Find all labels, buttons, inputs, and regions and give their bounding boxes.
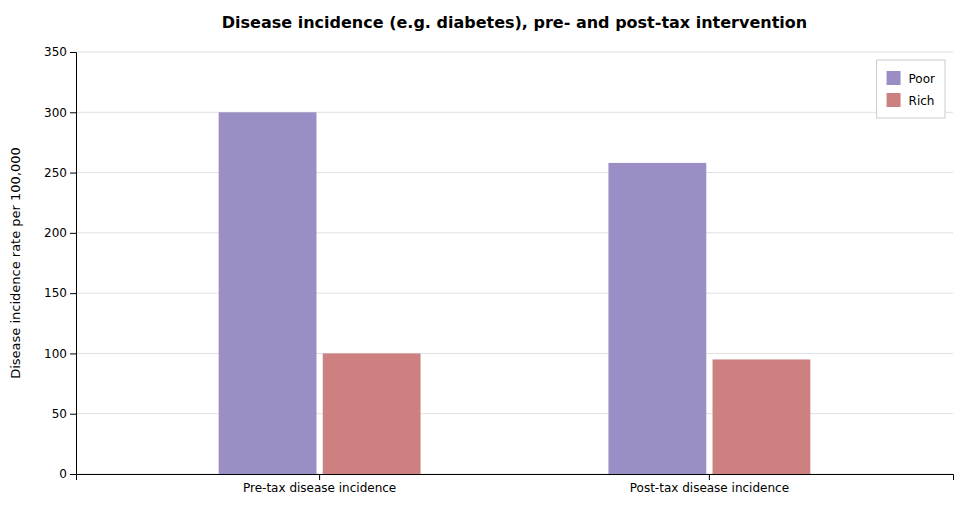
y-tick: 150 — [44, 286, 76, 300]
y-tick: 300 — [44, 106, 76, 120]
grid-line — [76, 112, 953, 113]
bar — [608, 163, 706, 474]
grid-line — [76, 52, 953, 53]
grid-line — [76, 413, 953, 414]
bar-series — [323, 353, 811, 474]
y-tick-mark — [70, 293, 76, 294]
x-axis-line — [77, 475, 954, 481]
y-tick-mark — [70, 52, 76, 53]
y-tick-mark — [70, 233, 76, 234]
y-tick-mark — [70, 474, 76, 475]
y-axis: 0 50 100 150 200 250 300 350 — [44, 45, 76, 481]
legend-swatch — [887, 71, 901, 85]
y-axis-line — [70, 53, 77, 475]
legend-box — [877, 60, 945, 118]
legend-item: Poor — [887, 71, 935, 86]
bar — [219, 112, 317, 474]
grid-line — [76, 293, 953, 294]
x-tick: Post-tax disease incidence — [630, 474, 789, 495]
legend-item: Rich — [887, 93, 935, 108]
grid-line — [76, 172, 953, 173]
chart: 0 50 100 150 200 250 300 350 Pre-tax disease inc… — [0, 0, 977, 520]
y-tick-label: 150 — [44, 286, 67, 300]
y-tick-label: 350 — [44, 45, 67, 59]
y-tick-mark — [70, 112, 76, 113]
y-tick-mark — [70, 414, 76, 415]
y-tick-label: 300 — [44, 106, 67, 120]
y-tick: 200 — [44, 226, 76, 240]
grid-line — [76, 232, 953, 233]
bar — [713, 359, 811, 474]
y-tick-label: 50 — [52, 407, 67, 421]
x-axis: Pre-tax disease incidence Post-tax diseas… — [77, 474, 954, 495]
bar — [323, 353, 421, 474]
x-tick: Pre-tax disease incidence — [243, 474, 396, 495]
bars — [219, 112, 811, 474]
legend: Poor Rich — [877, 60, 945, 118]
title: Disease incidence (e.g. diabetes), pre- … — [222, 13, 807, 32]
legend-label: Rich — [909, 94, 935, 108]
y-tick-label: 250 — [44, 166, 67, 180]
y-tick: 350 — [44, 45, 76, 59]
y-tick: 100 — [44, 347, 76, 361]
y-tick-mark — [70, 353, 76, 354]
x-tick-label: Post-tax disease incidence — [630, 481, 789, 495]
legend-swatch — [887, 93, 901, 107]
y-tick-mark — [70, 173, 76, 174]
y-tick-label: 200 — [44, 226, 67, 240]
legend-label: Poor — [909, 72, 935, 86]
y-tick: 50 — [52, 407, 76, 421]
y-tick-label: 100 — [44, 347, 67, 361]
plot-area: 0 50 100 150 200 250 300 350 Pre-tax disease inc… — [44, 45, 953, 494]
x-tick-mark — [709, 474, 710, 480]
y-axis-title: Disease incidence rate per 100,000 — [8, 147, 23, 379]
y-tick: 250 — [44, 166, 76, 180]
x-tick-label: Pre-tax disease incidence — [243, 481, 396, 495]
y-tick-label: 0 — [59, 467, 67, 481]
bar-series — [219, 112, 707, 474]
x-tick-mark — [319, 474, 320, 480]
y-tick: 0 — [59, 467, 76, 481]
grid — [76, 52, 953, 474]
grid-line — [76, 353, 953, 354]
